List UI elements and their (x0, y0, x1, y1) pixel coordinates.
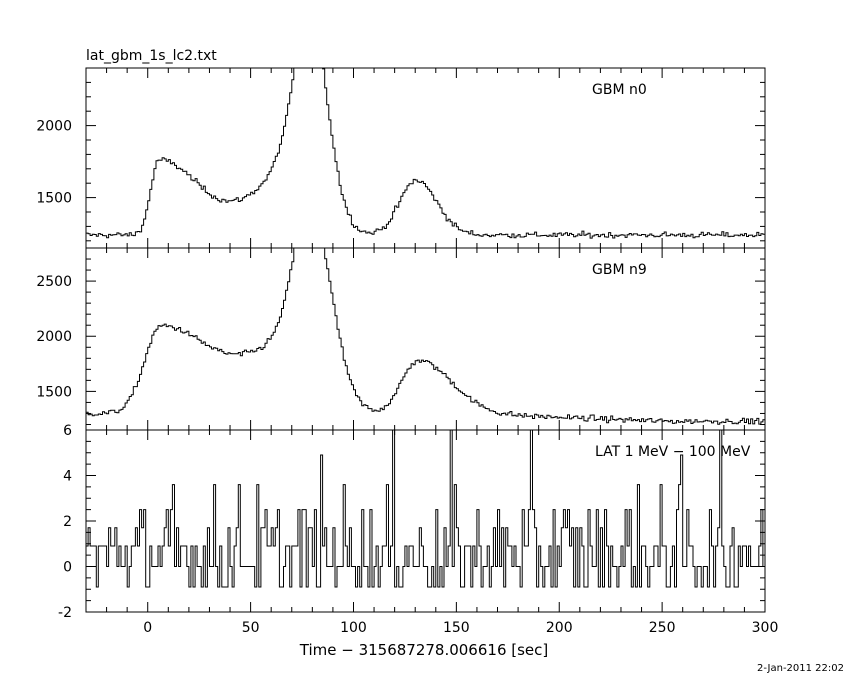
y-tick-label: 6 (63, 423, 72, 439)
panel-frame (85, 247, 766, 431)
light-curve-line (86, 247, 765, 425)
light-curve-line (86, 429, 765, 588)
panel-1: 1500 2000 GBM n0 (36, 67, 766, 249)
y-tick-label: 2500 (36, 274, 72, 290)
y-tick-label: 1500 (36, 191, 72, 207)
panel-frame (85, 67, 766, 249)
series-label: GBM n9 (592, 262, 647, 278)
series-label: LAT 1 MeV − 100 MeV (595, 444, 751, 460)
y-tick-label: 4 (63, 469, 72, 485)
panel-2: 1500 2000 2500 GBM n9 (36, 247, 766, 431)
light-curve-line (86, 67, 765, 239)
y-tick-label: -2 (58, 605, 72, 621)
x-tick-label: 250 (649, 620, 676, 636)
x-axis-label: Time − 315687278.006616 [sec] (299, 641, 549, 659)
x-tick-label: 50 (242, 620, 260, 636)
y-tick-label: 0 (63, 560, 72, 576)
x-tick-label: 0 (143, 620, 152, 636)
y-tick-label: 2 (63, 514, 72, 530)
x-tick-label: 150 (443, 620, 470, 636)
series-label: GBM n0 (592, 82, 647, 98)
file-title: lat_gbm_1s_lc2.txt (86, 48, 217, 64)
x-tick-label: 200 (546, 620, 573, 636)
x-tick-label: 300 (752, 620, 779, 636)
panel-3: -2 0 2 4 6 0 50 100 150 200 250 300 LAT 1 MeV − 100 … (58, 423, 778, 636)
x-tick-label: 100 (340, 620, 367, 636)
y-tick-label: 2000 (36, 119, 72, 135)
timestamp: 2-Jan-2011 22:02 (757, 663, 844, 674)
y-tick-label: 2000 (36, 329, 72, 345)
y-tick-label: 1500 (36, 384, 72, 400)
